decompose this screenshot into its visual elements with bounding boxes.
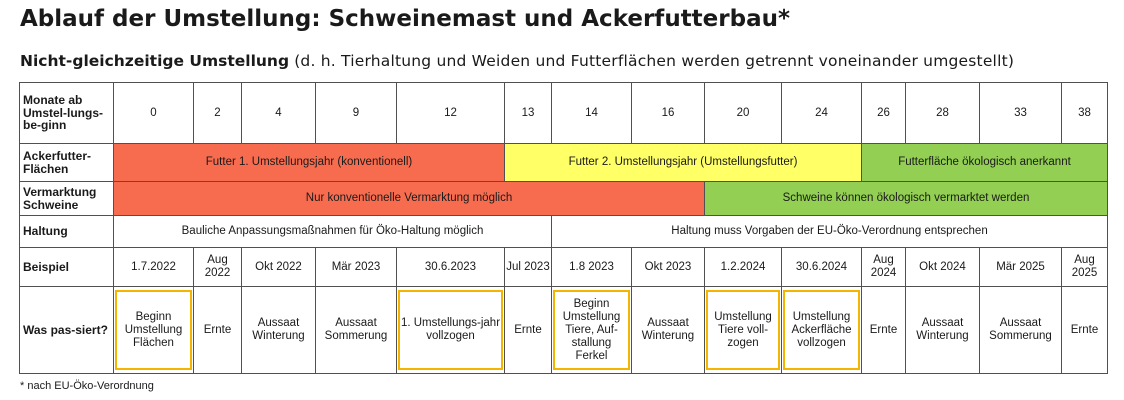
event-cell: Ernte: [861, 286, 906, 374]
footnote: * nach EU-Öko-Verordnung: [20, 380, 154, 392]
subtitle-rest: (d. h. Tierhaltung und Weiden und Futter…: [289, 52, 1015, 70]
futter-header: Ackerfutter-Flächen: [19, 143, 114, 182]
month-cell: 38: [1061, 82, 1108, 144]
beispiel-cell: 1.7.2022: [113, 247, 194, 287]
event-cell: Ernte: [193, 286, 242, 374]
highlight-box: 1. Umstellungs-jahr vollzogen: [398, 290, 503, 370]
month-cell: 33: [979, 82, 1062, 144]
haltung-phase-2: Haltung muss Vorgaben der EU-Öko-Verordn…: [551, 215, 1108, 248]
beispiel-cell: 30.6.2024: [781, 247, 862, 287]
event-cell-highlighted: Beginn Umstellung Tiere, Auf-stallung Fe…: [551, 286, 632, 374]
beispiel-cell: Okt 2024: [905, 247, 980, 287]
beispiel-cell: Okt 2022: [241, 247, 316, 287]
month-cell: 13: [504, 82, 552, 144]
beispiel-cell: Aug 2025: [1061, 247, 1108, 287]
vermarktung-phase-2: Schweine können ökologisch vermarktet we…: [704, 181, 1108, 216]
highlight-box: Beginn Umstellung Flächen: [115, 290, 192, 370]
beispiel-cell: Okt 2023: [631, 247, 705, 287]
month-cell: 12: [396, 82, 505, 144]
beispiel-cell: 1.2.2024: [704, 247, 782, 287]
was-row: Was pas-siert? Beginn Umstellung Flächen E…: [19, 286, 1108, 374]
event-cell: Aussaat Sommerung: [315, 286, 397, 374]
event-cell-highlighted: Umstellung Ackerfläche vollzogen: [781, 286, 862, 374]
was-header: Was pas-siert?: [19, 286, 114, 374]
month-cell: 4: [241, 82, 316, 144]
event-cell: Aussaat Winterung: [905, 286, 980, 374]
page-subtitle: Nicht-gleichzeitige Umstellung (d. h. Ti…: [20, 52, 1014, 70]
event-cell-highlighted: 1. Umstellungs-jahr vollzogen: [396, 286, 505, 374]
subtitle-bold: Nicht-gleichzeitige Umstellung: [20, 52, 290, 70]
event-cell: Ernte: [1061, 286, 1108, 374]
months-header: Monate ab Umstel-lungs-be-ginn: [19, 82, 114, 144]
beispiel-cell: Aug 2022: [193, 247, 242, 287]
futter-row: Ackerfutter-Flächen Futter 1. Umstellungs…: [19, 143, 1108, 182]
conversion-timeline-table: Monate ab Umstel-lungs-be-ginn 0 2 4 9 12 13 14…: [19, 82, 1108, 374]
month-cell: 16: [631, 82, 705, 144]
vermarktung-phase-1: Nur konventionelle Vermarktung möglich: [113, 181, 705, 216]
beispiel-row: Beispiel 1.7.2022 Aug 2022 Okt 2022 Mär 2023…: [19, 247, 1108, 287]
beispiel-cell: 30.6.2023: [396, 247, 505, 287]
month-cell: 0: [113, 82, 194, 144]
event-cell-highlighted: Umstellung Tiere voll-zogen: [704, 286, 782, 374]
month-cell: 20: [704, 82, 782, 144]
haltung-row: Haltung Bauliche Anpassungsmaßnahmen für …: [19, 215, 1108, 248]
beispiel-cell: Mär 2025: [979, 247, 1062, 287]
event-cell: Aussaat Winterung: [631, 286, 705, 374]
month-cell: 24: [781, 82, 862, 144]
month-cell: 26: [861, 82, 906, 144]
haltung-header: Haltung: [19, 215, 114, 248]
beispiel-cell: Mär 2023: [315, 247, 397, 287]
month-cell: 14: [551, 82, 632, 144]
beispiel-cell: 1.8 2023: [551, 247, 632, 287]
futter-phase-3: Futterfläche ökologisch anerkannt: [861, 143, 1108, 182]
vermarktung-header: Vermarktung Schweine: [19, 181, 114, 216]
beispiel-cell: Aug 2024: [861, 247, 906, 287]
highlight-box: Umstellung Ackerfläche vollzogen: [783, 290, 860, 370]
vermarktung-row: Vermarktung Schweine Nur konventionelle V…: [19, 181, 1108, 216]
beispiel-header: Beispiel: [19, 247, 114, 287]
month-cell: 9: [315, 82, 397, 144]
page-title: Ablauf der Umstellung: Schweinemast und …: [20, 6, 791, 32]
haltung-phase-1: Bauliche Anpassungsmaßnahmen für Öko-Hal…: [113, 215, 552, 248]
months-row: Monate ab Umstel-lungs-be-ginn 0 2 4 9 12 13 14…: [19, 82, 1108, 144]
event-cell: Aussaat Winterung: [241, 286, 316, 374]
beispiel-cell: Jul 2023: [504, 247, 552, 287]
event-cell: Aussaat Sommerung: [979, 286, 1062, 374]
futter-phase-2: Futter 2. Umstellungsjahr (Umstellungsfu…: [504, 143, 862, 182]
month-cell: 2: [193, 82, 242, 144]
highlight-box: Umstellung Tiere voll-zogen: [706, 290, 780, 370]
futter-phase-1: Futter 1. Umstellungsjahr (konventionell…: [113, 143, 505, 182]
event-cell-highlighted: Beginn Umstellung Flächen: [113, 286, 194, 374]
event-cell: Ernte: [504, 286, 552, 374]
month-cell: 28: [905, 82, 980, 144]
highlight-box: Beginn Umstellung Tiere, Auf-stallung Fe…: [553, 290, 630, 370]
